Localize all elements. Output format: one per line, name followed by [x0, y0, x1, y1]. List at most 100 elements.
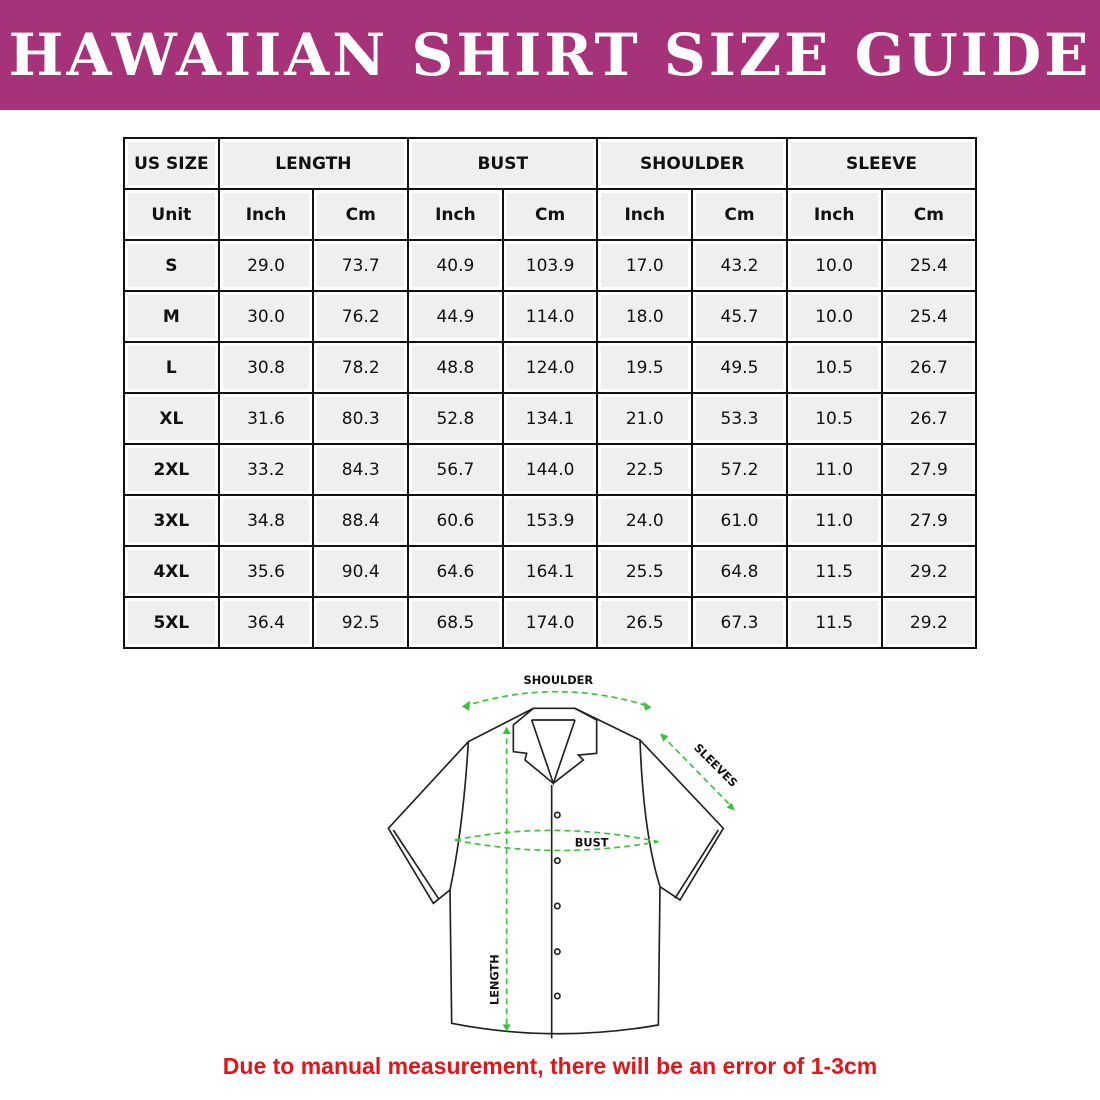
value-cell: 40.9 — [407, 239, 504, 292]
value-cell: 26.7 — [880, 341, 978, 394]
sleeve-arrow — [661, 734, 734, 809]
table-row: 5XL 36.4 92.5 68.5 174.0 26.5 67.3 11.5 29.2 — [123, 596, 978, 649]
unit-header: Cm — [501, 188, 599, 241]
value-cell: 30.8 — [217, 341, 315, 394]
value-cell: 21.0 — [596, 392, 694, 445]
group-header: SHOULDER — [596, 137, 788, 190]
value-cell: 25.4 — [880, 290, 978, 343]
length-label: LENGTH — [487, 954, 501, 1005]
value-cell: 64.6 — [407, 545, 504, 598]
value-cell: 78.2 — [312, 341, 410, 394]
value-cell: 36.4 — [217, 596, 315, 649]
value-cell: 114.0 — [501, 290, 599, 343]
measurement-note: Due to manual measurement, there will be… — [222, 1053, 878, 1079]
value-cell: 10.5 — [785, 341, 883, 394]
value-cell: 60.6 — [407, 494, 504, 547]
table-row: S 29.0 73.7 40.9 103.9 17.0 43.2 10.0 25.4 — [123, 239, 978, 292]
value-cell: 103.9 — [501, 239, 599, 292]
value-cell: 90.4 — [312, 545, 410, 598]
value-cell: 29.0 — [217, 239, 315, 292]
value-cell: 67.3 — [691, 596, 788, 649]
value-cell: 80.3 — [312, 392, 410, 445]
value-cell: 88.4 — [312, 494, 410, 547]
unit-row: Unit Inch Cm Inch Cm Inch Cm Inch Cm — [123, 188, 978, 241]
value-cell: 11.0 — [785, 494, 883, 547]
unit-header: Cm — [691, 188, 788, 241]
value-cell: 164.1 — [501, 545, 599, 598]
value-cell: 57.2 — [691, 443, 788, 496]
value-cell: 43.2 — [691, 239, 788, 292]
value-cell: 11.0 — [785, 443, 883, 496]
group-header: LENGTH — [217, 137, 410, 190]
value-cell: 25.5 — [596, 545, 694, 598]
value-cell: 33.2 — [217, 443, 315, 496]
value-cell: 10.5 — [785, 392, 883, 445]
unit-header: Unit — [123, 188, 220, 241]
value-cell: 29.2 — [880, 596, 978, 649]
value-cell: 49.5 — [691, 341, 788, 394]
size-cell: 5XL — [123, 596, 220, 649]
unit-header: Cm — [880, 188, 978, 241]
value-cell: 17.0 — [596, 239, 694, 292]
unit-header: Inch — [407, 188, 504, 241]
value-cell: 25.4 — [880, 239, 978, 292]
value-cell: 35.6 — [217, 545, 315, 598]
value-cell: 56.7 — [407, 443, 504, 496]
value-cell: 10.0 — [785, 290, 883, 343]
value-cell: 174.0 — [501, 596, 599, 649]
value-cell: 68.5 — [407, 596, 504, 649]
table-row: 4XL 35.6 90.4 64.6 164.1 25.5 64.8 11.5 29.2 — [123, 545, 978, 598]
value-cell: 22.5 — [596, 443, 694, 496]
unit-header: Inch — [596, 188, 694, 241]
value-cell: 45.7 — [691, 290, 788, 343]
size-table: US SIZE LENGTH BUST SHOULDER SLEEVE Unit Inch C… — [123, 137, 978, 649]
value-cell: 26.5 — [596, 596, 694, 649]
value-cell: 30.0 — [217, 290, 315, 343]
value-cell: 48.8 — [407, 341, 504, 394]
size-cell: XL — [123, 392, 220, 445]
value-cell: 26.7 — [880, 392, 978, 445]
value-cell: 34.8 — [217, 494, 315, 547]
value-cell: 73.7 — [312, 239, 410, 292]
value-cell: 11.5 — [785, 596, 883, 649]
value-cell: 27.9 — [880, 494, 978, 547]
table-row: 3XL 34.8 88.4 60.6 153.9 24.0 61.0 11.0 27.9 — [123, 494, 978, 547]
value-cell: 11.5 — [785, 545, 883, 598]
unit-header: Inch — [785, 188, 883, 241]
header-group-row: US SIZE LENGTH BUST SHOULDER SLEEVE — [123, 137, 978, 190]
bust-arrow — [454, 839, 659, 852]
value-cell: 153.9 — [501, 494, 599, 547]
value-cell: 31.6 — [217, 392, 315, 445]
value-cell: 61.0 — [691, 494, 788, 547]
group-header: BUST — [407, 137, 599, 190]
value-cell: 29.2 — [880, 545, 978, 598]
value-cell: 19.5 — [596, 341, 694, 394]
group-header: SLEEVE — [785, 137, 978, 190]
size-cell: L — [123, 341, 220, 394]
size-cell: 2XL — [123, 443, 220, 496]
size-cell: 4XL — [123, 545, 220, 598]
table-row: L 30.8 78.2 48.8 124.0 19.5 49.5 10.5 26.7 — [123, 341, 978, 394]
value-cell: 124.0 — [501, 341, 599, 394]
value-cell: 10.0 — [785, 239, 883, 292]
shoulder-label: SHOULDER — [524, 673, 594, 687]
value-cell: 18.0 — [596, 290, 694, 343]
size-cell: S — [123, 239, 220, 292]
value-cell: 84.3 — [312, 443, 410, 496]
bust-label: BUST — [575, 836, 609, 850]
shirt-outline — [387, 707, 725, 1039]
unit-header: Inch — [217, 188, 315, 241]
unit-header: Cm — [312, 188, 410, 241]
measurement-arrows — [454, 690, 734, 1030]
value-cell: 24.0 — [596, 494, 694, 547]
sleeves-label: SLEEVES — [691, 741, 740, 790]
value-cell: 44.9 — [407, 290, 504, 343]
value-cell: 53.3 — [691, 392, 788, 445]
value-cell: 134.1 — [501, 392, 599, 445]
value-cell: 52.8 — [407, 392, 504, 445]
value-cell: 76.2 — [312, 290, 410, 343]
shoulder-arrow — [463, 690, 651, 708]
page-title: Hawaiian Shirt Size Guide — [8, 21, 1092, 89]
group-header: US SIZE — [123, 137, 220, 190]
title-banner: Hawaiian Shirt Size Guide — [0, 0, 1100, 110]
